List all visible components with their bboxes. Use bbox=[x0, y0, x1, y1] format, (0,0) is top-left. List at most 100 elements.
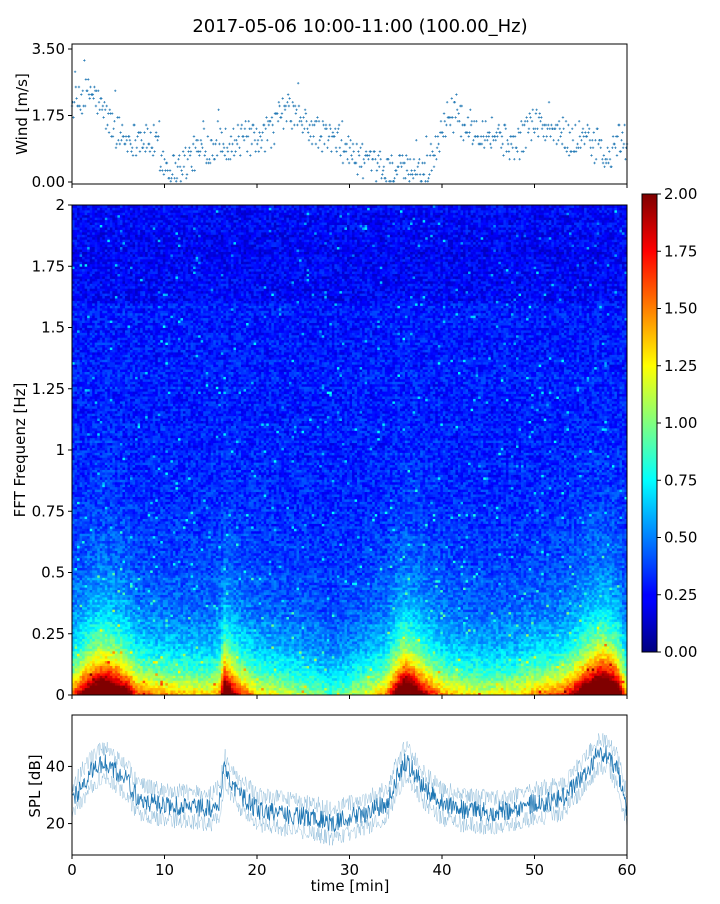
spectrogram-cell bbox=[519, 690, 522, 693]
spectrogram-cell bbox=[115, 673, 118, 676]
wind-point bbox=[480, 135, 482, 137]
spectrogram-cell bbox=[304, 680, 307, 683]
wind-point bbox=[617, 135, 619, 137]
wind-point bbox=[468, 131, 470, 133]
spectrogram-cell bbox=[97, 673, 100, 676]
spectrogram-cell bbox=[347, 690, 350, 693]
spectrogram-cell bbox=[617, 688, 620, 691]
spectrogram-cell bbox=[483, 683, 486, 686]
spectrogram-cell bbox=[110, 680, 113, 683]
spectrogram-cell bbox=[193, 690, 196, 693]
spectrogram-cell bbox=[556, 690, 559, 693]
wind-point bbox=[603, 166, 605, 168]
spectrogram-cell bbox=[458, 685, 461, 688]
spectrogram-cell bbox=[491, 675, 494, 678]
wind-point bbox=[363, 158, 365, 160]
wind-point bbox=[204, 150, 206, 152]
wind-point bbox=[607, 147, 609, 149]
spectrogram-cell bbox=[508, 688, 511, 691]
spectrogram-cell bbox=[569, 688, 572, 691]
spectrogram-cell bbox=[286, 675, 289, 678]
spectrogram-cell bbox=[367, 690, 370, 693]
wind-point bbox=[187, 150, 189, 152]
spectrogram-cell bbox=[594, 680, 597, 683]
wind-point bbox=[417, 162, 419, 164]
wind-point bbox=[559, 128, 561, 130]
spectrogram-cell bbox=[80, 685, 83, 688]
spectrogram-cell bbox=[286, 685, 289, 688]
wind-point bbox=[483, 147, 485, 149]
spectrogram-cell bbox=[213, 678, 216, 681]
wind-point bbox=[116, 143, 118, 145]
wind-y-tick-label: 0.00 bbox=[32, 173, 65, 191]
spectrogram-cell bbox=[138, 675, 141, 678]
wind-point bbox=[407, 158, 409, 160]
spectrogram-cell bbox=[165, 690, 168, 693]
spectrogram-cell bbox=[506, 683, 509, 686]
wind-point bbox=[215, 139, 217, 141]
wind-point bbox=[505, 128, 507, 130]
spectrogram-cell bbox=[395, 678, 398, 681]
spectrogram-cell bbox=[120, 685, 123, 688]
spectrogram-cell bbox=[95, 678, 98, 681]
spectrogram-cell bbox=[102, 683, 105, 686]
spectrogram-cell bbox=[203, 675, 206, 678]
spectrogram-cell bbox=[168, 685, 171, 688]
spectrogram-cell bbox=[140, 675, 143, 678]
wind-point bbox=[111, 112, 113, 114]
spectrogram-cell bbox=[203, 690, 206, 693]
spectrogram-cell bbox=[438, 690, 441, 693]
spectrogram-cell bbox=[302, 683, 305, 686]
wind-point bbox=[524, 120, 526, 122]
wind-point bbox=[159, 169, 161, 171]
spectrogram-cell bbox=[506, 680, 509, 683]
wind-point bbox=[271, 116, 273, 118]
spectrogram-cell bbox=[231, 688, 234, 691]
wind-point bbox=[572, 139, 574, 141]
spectrogram-cell bbox=[327, 678, 330, 681]
spectrogram-cell bbox=[473, 690, 476, 693]
spectrogram-cell bbox=[158, 678, 161, 681]
spectrogram-cell bbox=[612, 685, 615, 688]
spectrogram-cell bbox=[107, 685, 110, 688]
spectrogram-cell bbox=[559, 690, 562, 693]
spectrogram-cell bbox=[574, 678, 577, 681]
spectrogram-cell bbox=[307, 680, 310, 683]
spectrogram-cell bbox=[519, 680, 522, 683]
spectrogram-cell bbox=[405, 688, 408, 691]
spectrogram-cell bbox=[180, 685, 183, 688]
spectrogram-cell bbox=[289, 690, 292, 693]
spectrogram-cell bbox=[221, 685, 224, 688]
spectrogram-cell bbox=[473, 678, 476, 681]
spectrogram-cell bbox=[584, 690, 587, 693]
spectrogram-cell bbox=[357, 678, 360, 681]
spectrogram-cell bbox=[211, 688, 214, 691]
spectrogram-cell bbox=[178, 678, 181, 681]
spectrogram-cell bbox=[476, 688, 479, 691]
spectrogram-cell bbox=[307, 678, 310, 681]
spectrogram-cell bbox=[163, 683, 166, 686]
spectrogram-cell bbox=[269, 685, 272, 688]
wind-point bbox=[233, 154, 235, 156]
spectrogram-cell bbox=[579, 685, 582, 688]
spectrogram-cell bbox=[117, 685, 120, 688]
spectrogram-cell bbox=[554, 678, 557, 681]
wind-point bbox=[164, 169, 166, 171]
wind-point bbox=[611, 147, 613, 149]
spectrogram-cell bbox=[352, 675, 355, 678]
spectrogram-cell bbox=[160, 675, 163, 678]
wind-point bbox=[177, 158, 179, 160]
spectrogram-cell bbox=[367, 675, 370, 678]
spectrogram-cell bbox=[148, 678, 151, 681]
spectrogram-cell bbox=[75, 675, 78, 678]
spectrogram-cell bbox=[186, 678, 189, 681]
spectrogram-cell bbox=[367, 683, 370, 686]
wind-point bbox=[590, 154, 592, 156]
wind-point bbox=[136, 135, 138, 137]
spectrogram-cell bbox=[377, 675, 380, 678]
spectrogram-cell bbox=[360, 678, 363, 681]
spectrogram-cell bbox=[261, 678, 264, 681]
spectrogram-cell bbox=[385, 680, 388, 683]
wind-point bbox=[334, 128, 336, 130]
spectrogram-cell bbox=[534, 680, 537, 683]
